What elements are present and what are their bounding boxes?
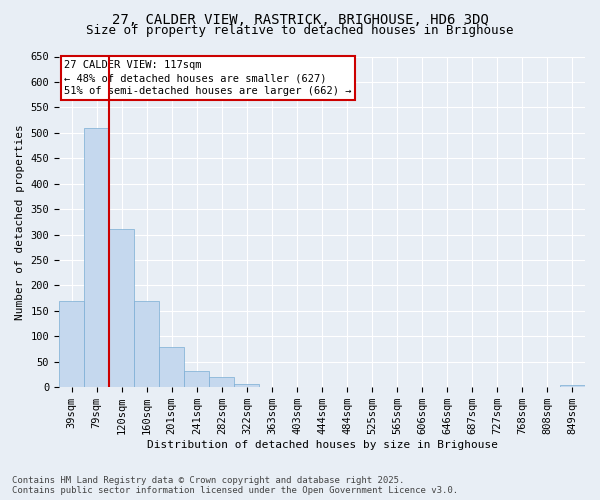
Bar (560, 384, 585, 387)
Bar (134, 300, 159, 387)
Bar (184, 371, 209, 387)
Bar (84, 128, 109, 387)
Text: 27, CALDER VIEW, RASTRICK, BRIGHOUSE, HD6 3DQ: 27, CALDER VIEW, RASTRICK, BRIGHOUSE, HD… (112, 12, 488, 26)
Text: Contains HM Land Registry data © Crown copyright and database right 2025.
Contai: Contains HM Land Registry data © Crown c… (12, 476, 458, 495)
Bar (59, 300, 84, 387)
Text: Size of property relative to detached houses in Brighouse: Size of property relative to detached ho… (86, 24, 514, 37)
Bar (235, 384, 259, 387)
Bar (109, 230, 134, 387)
Bar (209, 377, 235, 387)
Y-axis label: Number of detached properties: Number of detached properties (15, 124, 25, 320)
X-axis label: Distribution of detached houses by size in Brighouse: Distribution of detached houses by size … (146, 440, 497, 450)
Bar (159, 346, 184, 387)
Text: 27 CALDER VIEW: 117sqm
← 48% of detached houses are smaller (627)
51% of semi-de: 27 CALDER VIEW: 117sqm ← 48% of detached… (64, 60, 352, 96)
